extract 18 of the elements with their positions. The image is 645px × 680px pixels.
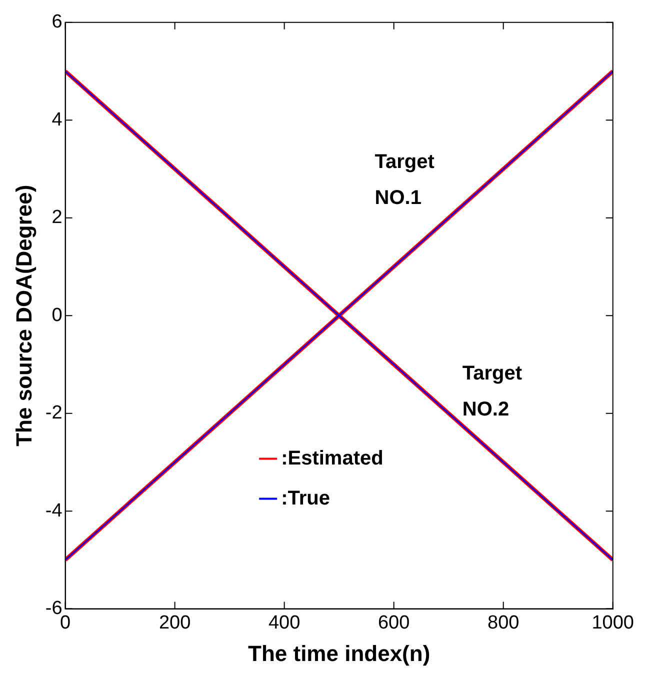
y-tick-label: 0 bbox=[52, 304, 62, 326]
legend-label: :True bbox=[281, 487, 330, 510]
x-tick-label: 1000 bbox=[592, 612, 634, 634]
x-axis-title: The time index(n) bbox=[248, 640, 430, 666]
y-tick-label: 2 bbox=[52, 207, 62, 228]
y-tick-label: -6 bbox=[45, 598, 62, 620]
y-tick-label: 6 bbox=[52, 12, 62, 33]
annotation: Target NO.1 bbox=[374, 151, 435, 210]
x-tick-label: 800 bbox=[488, 612, 520, 634]
y-tick-label: 4 bbox=[52, 109, 63, 130]
y-axis-title: The source DOA(Degree) bbox=[11, 184, 36, 446]
x-tick-label: 200 bbox=[158, 612, 191, 634]
x-tick-label: 400 bbox=[268, 612, 300, 634]
annotation: Target NO.2 bbox=[462, 362, 522, 420]
y-tick-label: -2 bbox=[45, 402, 62, 424]
x-tick-label: 600 bbox=[378, 612, 410, 634]
legend-label: :Estimated bbox=[281, 447, 384, 470]
y-tick-label: -4 bbox=[45, 500, 63, 522]
